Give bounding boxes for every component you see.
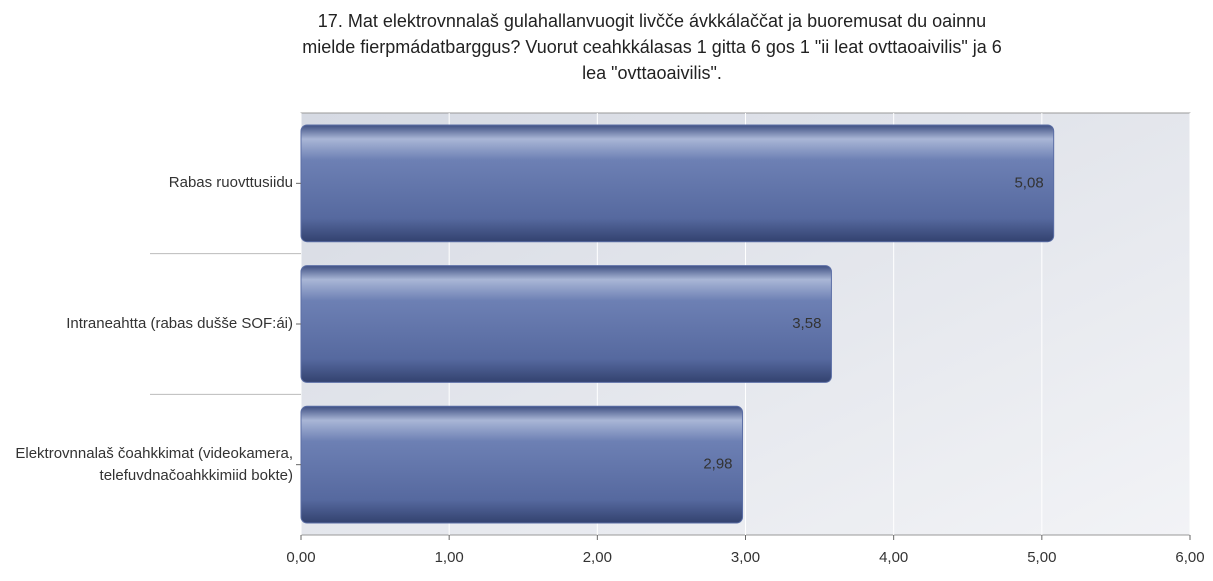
y-tick-label: Elektrovnnalaš čoahkkimat (videokamera, … (15, 444, 293, 484)
x-tick-label: 4,00 (879, 549, 908, 566)
x-tick-label: 2,00 (583, 549, 612, 566)
x-tick-label: 0,00 (286, 549, 315, 566)
x-tick-label: 5,00 (1027, 549, 1056, 566)
x-tick-label: 3,00 (731, 549, 760, 566)
chart-title: 17. Mat elektrovnnalaš gulahallanvuogit … (302, 11, 1002, 83)
bar (300, 124, 1055, 243)
value-label: 2,98 (703, 456, 732, 473)
value-label: 3,58 (792, 315, 821, 332)
x-tick-label: 6,00 (1175, 549, 1204, 566)
y-tick-label: Intraneahtta (rabas dušše SOF:ái) (66, 315, 293, 332)
x-tick-label: 1,00 (435, 549, 464, 566)
bar (300, 265, 832, 383)
y-tick-label: Rabas ruovttusiidu (168, 174, 293, 192)
bar (300, 405, 744, 524)
value-label: 5,08 (1014, 174, 1043, 191)
